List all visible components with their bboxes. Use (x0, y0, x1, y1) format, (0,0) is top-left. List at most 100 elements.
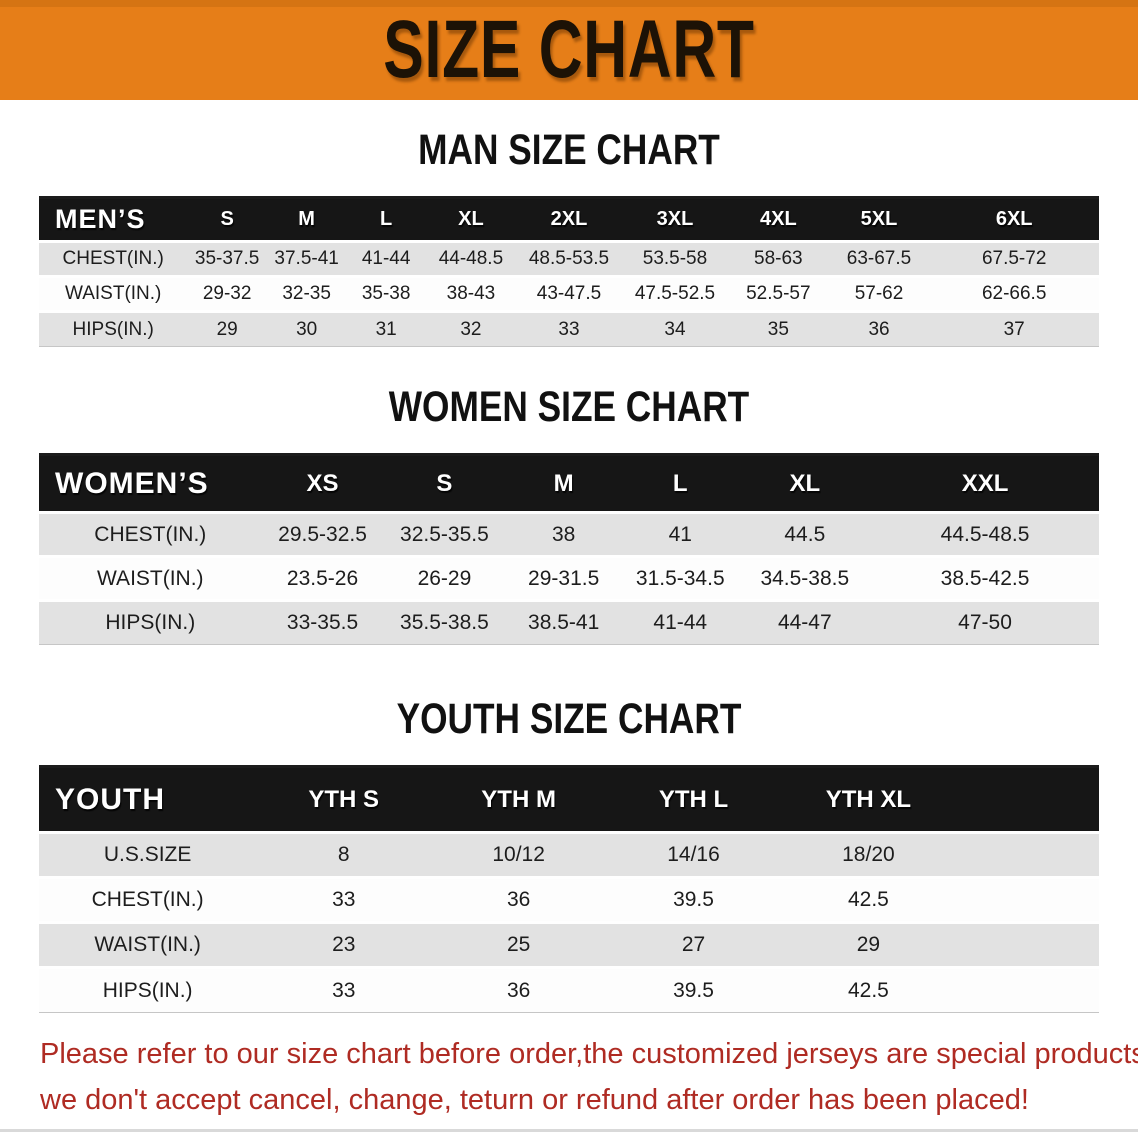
size-column-header: 6XL (995, 208, 1033, 230)
women-section-heading: WOMEN SIZE CHART (388, 383, 750, 431)
size-value: 41-44 (361, 248, 411, 269)
size-value: 58-63 (754, 248, 803, 269)
disclaimer-note: Please refer to our size chart before or… (40, 1031, 1138, 1123)
size-column-header: 2XL (550, 208, 588, 230)
size-column-header: 4XL (759, 208, 797, 230)
size-value: 53.5-58 (642, 248, 708, 269)
size-column-header: XS (306, 469, 339, 497)
row-label: WAIST(IN.) (97, 566, 204, 590)
size-value: 38 (551, 522, 576, 546)
size-value: 29 (856, 933, 881, 956)
man-size-section: MAN SIZE CHART MEN’S S M L XL 2XL 3XL 4XL 5XL 6XL… (0, 126, 1138, 347)
spacer-cell (956, 968, 1099, 1013)
size-value: 27 (681, 933, 706, 956)
size-value: 33 (558, 318, 580, 340)
size-value: 34.5-38.5 (760, 566, 850, 590)
youth-size-section: YOUTH SIZE CHART YOUTH YTH S YTH M YTH L YTH… (0, 695, 1138, 1013)
size-value: 32-35 (282, 283, 331, 304)
size-value: 29-31.5 (528, 566, 600, 590)
size-value: 35-37.5 (194, 248, 260, 269)
row-label: CHEST(IN.) (94, 522, 207, 546)
size-value: 33 (332, 978, 356, 1002)
table-row: HIPS(IN.) 33 36 39.5 42.5 (39, 967, 1099, 1013)
spacer-cell (956, 878, 1099, 923)
size-value: 36 (506, 978, 531, 1002)
size-value: 8 (337, 843, 350, 866)
size-column-header: L (672, 469, 688, 497)
spacer-cell (956, 833, 1099, 878)
table-row: WAIST(IN.) 29-32 32-35 35-38 38-43 43-47.5 47.… (39, 276, 1099, 312)
size-value: 36 (506, 888, 531, 911)
size-column-header: YTH XL (825, 785, 912, 813)
table-row: CHEST(IN.) 33 36 39.5 42.5 (39, 877, 1099, 923)
banner-title: SIZE CHART (383, 4, 755, 95)
size-value: 47.5-52.5 (634, 283, 716, 304)
size-value: 32.5-35.5 (400, 522, 489, 546)
size-value: 33 (332, 888, 356, 911)
size-value: 18/20 (842, 843, 895, 866)
size-value: 44.5-48.5 (940, 522, 1030, 546)
size-value: 42.5 (847, 888, 889, 911)
spacer-cell (956, 923, 1099, 968)
size-column-header: M (298, 208, 315, 230)
size-value: 32 (460, 318, 482, 340)
table-corner-label: YOUTH (55, 782, 165, 816)
size-value: 57-62 (854, 283, 904, 304)
banner: SIZE CHART (0, 0, 1138, 100)
size-value: 29.5-32.5 (278, 522, 367, 546)
size-column-header: XL (458, 208, 484, 230)
row-label: HIPS(IN.) (102, 978, 193, 1002)
row-label: CHEST(IN.) (62, 248, 164, 269)
row-label: U.S.SIZE (103, 843, 192, 866)
size-column-header: S (436, 469, 453, 497)
table-corner-label: WOMEN’S (55, 466, 209, 500)
size-value: 31 (375, 318, 397, 340)
size-value: 33-35.5 (286, 611, 359, 634)
size-column-header: S (220, 208, 234, 230)
table-corner-label: MEN’S (55, 204, 146, 234)
size-value: 29-32 (202, 283, 252, 304)
size-value: 47-50 (958, 611, 1012, 634)
size-value: 39.5 (673, 978, 714, 1002)
size-value: 36 (868, 318, 890, 340)
table-row: U.S.SIZE 8 10/12 14/16 18/20 (39, 832, 1099, 878)
size-value: 44-47 (777, 611, 832, 634)
row-label: WAIST(IN.) (64, 283, 162, 304)
size-value: 23 (332, 933, 356, 956)
size-value: 44-48.5 (438, 248, 504, 269)
size-value: 48.5-53.5 (528, 248, 610, 269)
size-column-header: YTH M (481, 785, 556, 813)
size-value: 26-29 (417, 566, 472, 590)
size-value: 42.5 (847, 978, 889, 1002)
size-value: 44.5 (784, 522, 826, 546)
size-column-header: L (380, 208, 393, 230)
size-column-header: XL (789, 469, 821, 497)
table-row: HIPS(IN.) 33-35.5 35.5-38.5 38.5-41 41-44 44-… (39, 600, 1099, 645)
size-value: 37 (1003, 318, 1025, 340)
size-value: 39.5 (673, 888, 714, 911)
table-row: CHEST(IN.) 35-37.5 37.5-41 41-44 44-48.5 48.5… (39, 241, 1099, 277)
table-row: HIPS(IN.) 29 30 31 32 33 34 35 36 37 (39, 311, 1099, 347)
size-column-header: XXL (961, 469, 1009, 497)
size-value: 23.5-26 (286, 566, 359, 590)
size-value: 63-67.5 (846, 248, 912, 269)
size-value: 38-43 (446, 283, 496, 304)
size-value: 67.5-72 (981, 248, 1047, 269)
size-value: 14/16 (667, 843, 720, 866)
table-header-row: MEN’S S M L XL 2XL 3XL 4XL 5XL 6XL (39, 197, 1099, 242)
table-header-row: YOUTH YTH S YTH M YTH L YTH XL (39, 766, 1099, 833)
size-value: 30 (296, 318, 318, 340)
size-value: 38.5-42.5 (940, 566, 1030, 590)
size-column-header: 3XL (656, 208, 694, 230)
size-value: 41 (668, 522, 692, 546)
youth-section-heading: YOUTH SIZE CHART (396, 695, 742, 743)
disclaimer-line-1: Please refer to our size chart before or… (40, 1038, 1138, 1070)
size-value: 34 (664, 318, 686, 340)
size-value: 25 (506, 933, 531, 956)
row-label: WAIST(IN.) (94, 933, 201, 956)
size-value: 35 (767, 318, 789, 340)
table-row: CHEST(IN.) 29.5-32.5 32.5-35.5 38 41 44.5 44.5… (39, 512, 1099, 557)
size-column-header: 5XL (860, 208, 898, 230)
size-value: 35-38 (361, 283, 411, 304)
row-label: CHEST(IN.) (91, 888, 204, 911)
